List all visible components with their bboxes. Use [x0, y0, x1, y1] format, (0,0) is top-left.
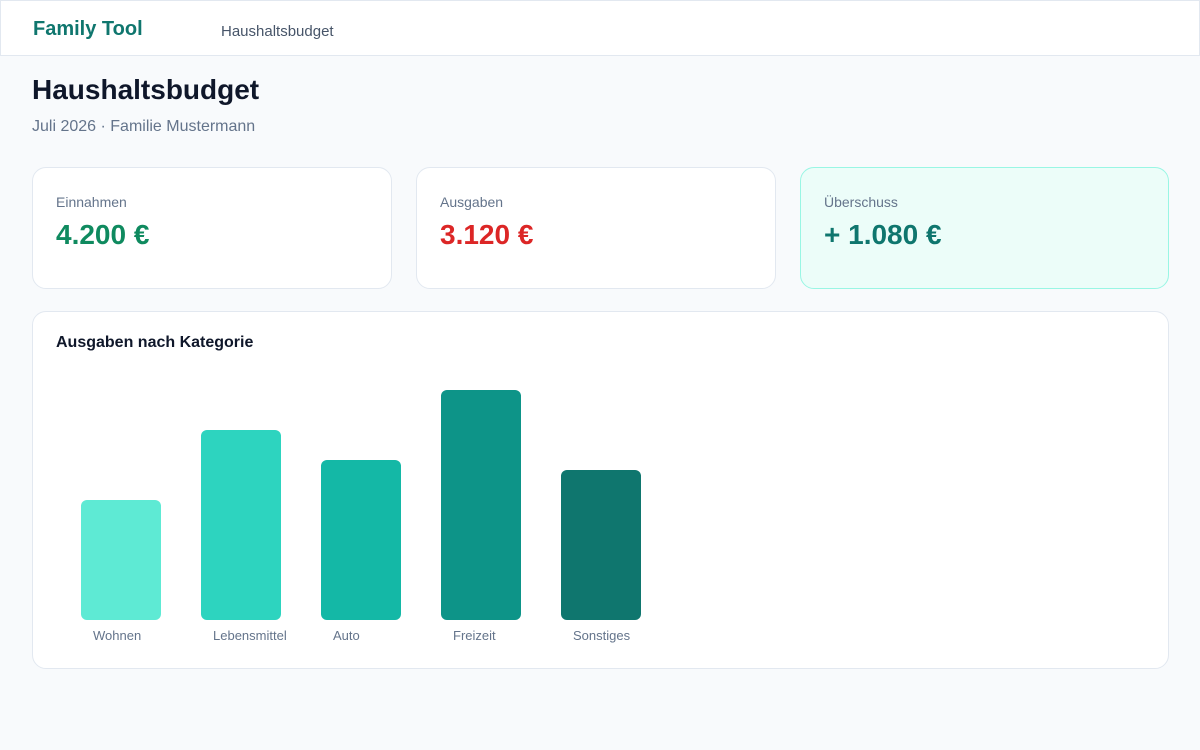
income-value: 4.200 € [56, 219, 150, 250]
x-tick-label-sonstiges: Sonstiges [573, 628, 631, 643]
brand-logo-link[interactable]: Family Tool [33, 18, 143, 40]
x-tick-label-wohnen: Wohnen [93, 628, 141, 643]
top-navigation-bar: Family Tool Haushaltsbudget [0, 0, 1200, 56]
income-card: Einnahmen 4.200 € [32, 167, 392, 289]
x-tick-label-auto: Auto [333, 628, 360, 643]
page-subtitle: Juli 2026 · Familie Mustermann [32, 118, 256, 135]
expenses-card: Ausgaben 3.120 € [416, 167, 776, 289]
expenses-label: Ausgaben [440, 194, 504, 210]
bar-freizeit [441, 390, 521, 620]
expenses-bar-chart: Wohnen Lebensmittel Auto Freizeit Sonstiges [81, 390, 641, 643]
x-tick-label-freizeit: Freizeit [453, 628, 496, 643]
expenses-value: 3.120 € [440, 219, 534, 250]
surplus-card: Überschuss + 1.080 € [800, 167, 1169, 289]
expenses-by-category-card: Ausgaben nach Kategorie Wohnen Lebensmitt… [32, 311, 1169, 669]
bar-sonstiges [561, 470, 641, 620]
surplus-label: Überschuss [824, 194, 898, 210]
chart-title: Ausgaben nach Kategorie [56, 334, 254, 351]
bar-wohnen [81, 500, 161, 620]
page-title: Haushaltsbudget [32, 74, 260, 105]
bar-lebensmittel [201, 430, 281, 620]
bar-auto [321, 460, 401, 620]
surplus-value: + 1.080 € [824, 219, 942, 250]
nav-link-haushaltsbudget[interactable]: Haushaltsbudget [221, 23, 334, 40]
x-tick-label-lebensmittel: Lebensmittel [213, 628, 287, 643]
income-label: Einnahmen [56, 194, 127, 210]
